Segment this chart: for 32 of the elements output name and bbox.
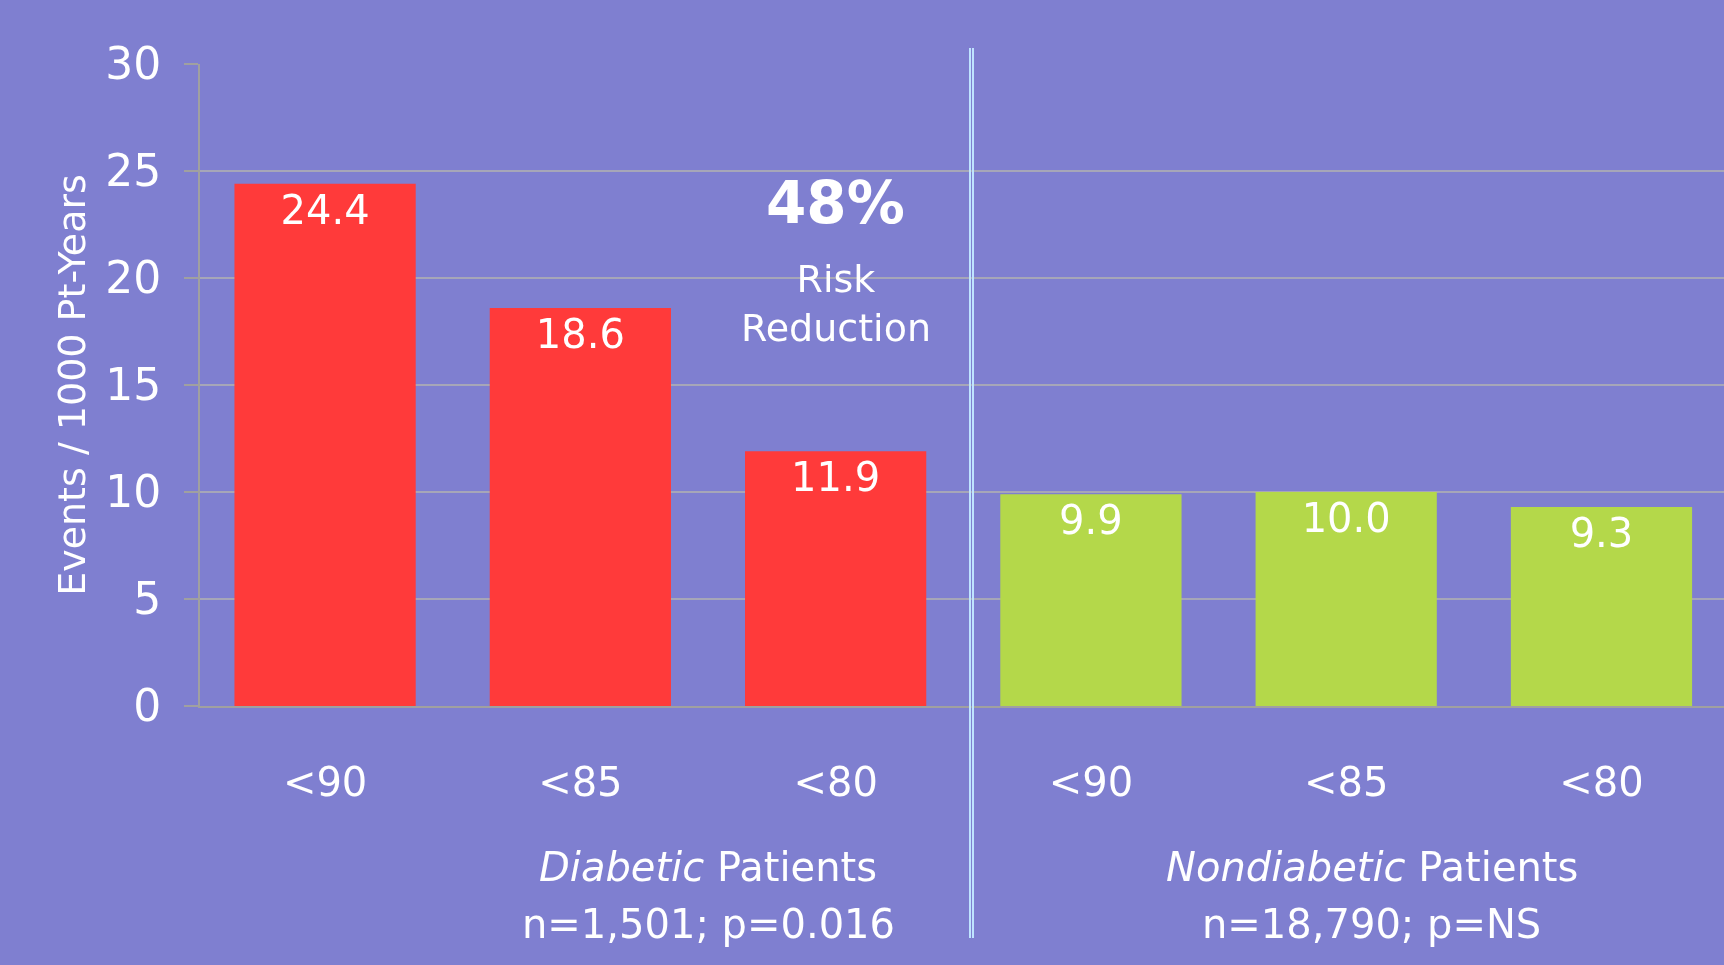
data-label: 9.9 bbox=[1059, 497, 1123, 544]
x-tick-label: <90 bbox=[1048, 759, 1134, 805]
bar bbox=[489, 307, 671, 706]
data-label: 18.6 bbox=[535, 310, 625, 357]
y-tick-label: 10 bbox=[105, 466, 162, 518]
y-tick-label: 30 bbox=[105, 38, 162, 90]
annotation: 48% bbox=[766, 169, 905, 237]
data-label: 11.9 bbox=[791, 454, 881, 501]
x-tick-label: <90 bbox=[282, 759, 368, 805]
data-label: 9.3 bbox=[1569, 509, 1634, 556]
y-axis-title: Events / 1000 Pt-Years bbox=[49, 174, 94, 596]
text: n=18,790; p=NS bbox=[1202, 901, 1542, 947]
x-tick-label: <85 bbox=[1303, 759, 1389, 805]
annotation: Risk Reduction bbox=[741, 257, 931, 351]
y-tick-label: 20 bbox=[105, 252, 162, 304]
data-label: 10.0 bbox=[1301, 495, 1391, 541]
text: Diabetic Patients bbox=[539, 844, 878, 890]
text: Nondiabetic Patients bbox=[1166, 844, 1579, 890]
bar bbox=[1510, 506, 1693, 706]
bar bbox=[234, 183, 416, 706]
text: n=1,501; p=0.016 bbox=[522, 901, 895, 947]
y-tick-label: 0 bbox=[133, 680, 162, 732]
data-label: 24.4 bbox=[280, 186, 370, 233]
x-tick-label: <80 bbox=[1559, 759, 1644, 805]
x-tick-label: <80 bbox=[793, 759, 878, 805]
bar bbox=[1255, 492, 1437, 706]
y-tick-label: 25 bbox=[105, 145, 162, 197]
bar bbox=[745, 451, 927, 706]
y-tick-label: 5 bbox=[133, 573, 162, 625]
y-tick-label: 15 bbox=[105, 359, 162, 411]
bar bbox=[1000, 494, 1182, 706]
x-tick-label: <85 bbox=[538, 759, 623, 805]
